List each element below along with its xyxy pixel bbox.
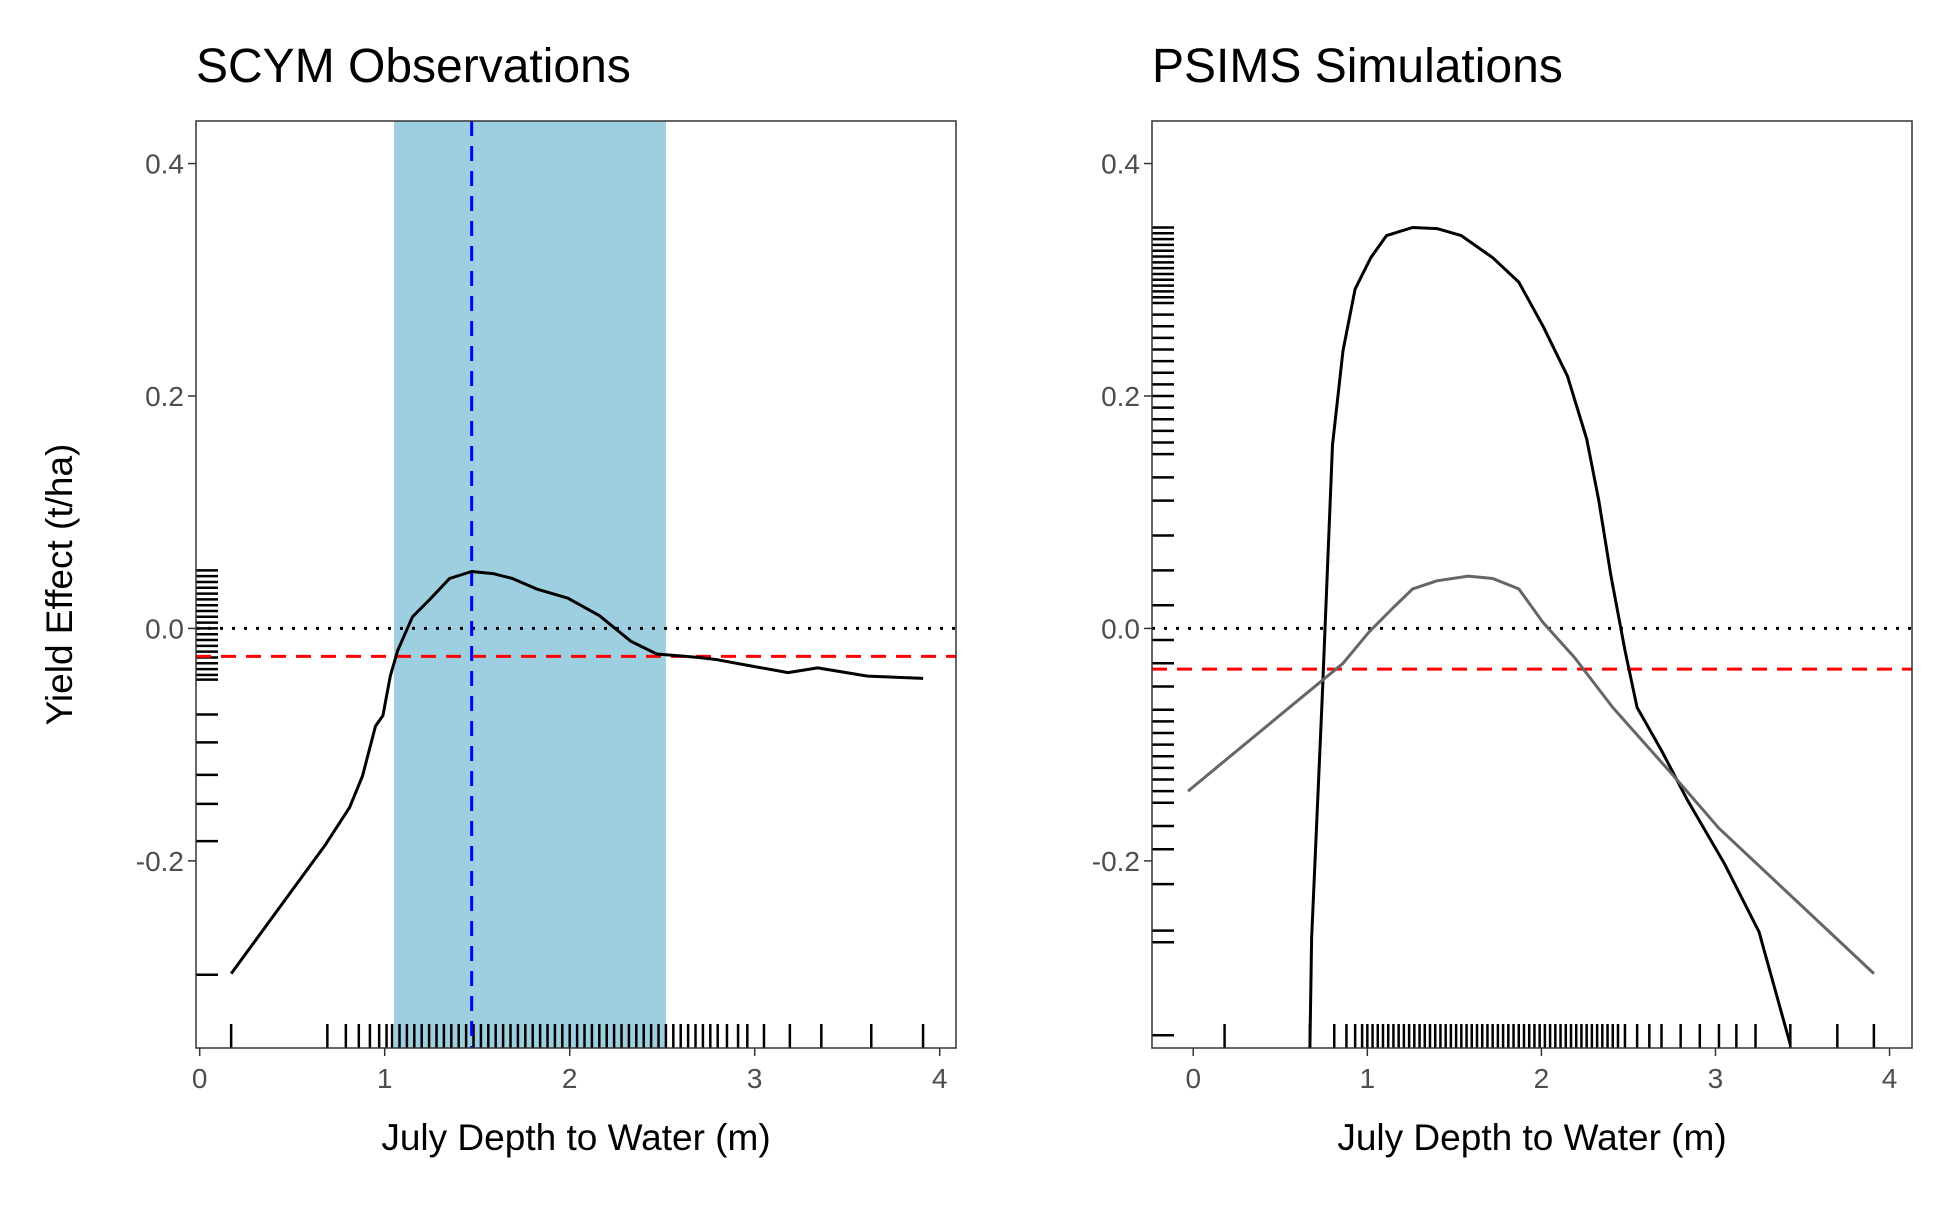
x-axis-label: July Depth to Water (m) [381, 1117, 770, 1158]
y-axis-label: Yield Effect (t/ha) [39, 444, 80, 726]
x-tick-label: 4 [932, 1063, 948, 1094]
plot-area [196, 121, 956, 1048]
panel: 0.4 0.2 0.0 -0.2 0 1 2 3 4 SCYM Observations July … [39, 40, 957, 1158]
x-tick-label: 3 [1708, 1063, 1724, 1094]
data-line [1187, 574, 1875, 975]
y-tick-label: 0.4 [145, 149, 184, 180]
y-tick-label: -0.2 [136, 846, 184, 877]
chart-title: PSIMS Simulations [1152, 40, 1563, 93]
x-tick-label: 2 [562, 1063, 578, 1094]
x-tick-label: 0 [1185, 1063, 1201, 1094]
data-line [1308, 226, 1792, 1048]
y-tick-label: 0.0 [1101, 613, 1140, 644]
panel-border [1151, 120, 1913, 1049]
x-tick-label: 1 [377, 1063, 393, 1094]
x-tick-label: 0 [192, 1063, 208, 1094]
y-tick-label: 0.4 [1101, 149, 1140, 180]
y-tick-label: 0.2 [1101, 381, 1140, 412]
panel-border [195, 120, 957, 1049]
x-tick-label: 3 [747, 1063, 763, 1094]
x-axis-label: July Depth to Water (m) [1337, 1117, 1726, 1158]
y-tick-label: 0.0 [145, 613, 184, 644]
panel: 0.4 0.2 0.0 -0.2 0 1 2 3 4 PSIMS Simulations July … [1092, 40, 1913, 1158]
data-line [229, 570, 924, 975]
y-tick-label: 0.2 [145, 381, 184, 412]
y-tick-label: -0.2 [1092, 846, 1140, 877]
plot-area [1152, 226, 1912, 1048]
x-tick-label: 1 [1360, 1063, 1376, 1094]
x-tick-label: 2 [1534, 1063, 1550, 1094]
chart-title: SCYM Observations [196, 40, 631, 93]
x-tick-label: 4 [1882, 1063, 1898, 1094]
